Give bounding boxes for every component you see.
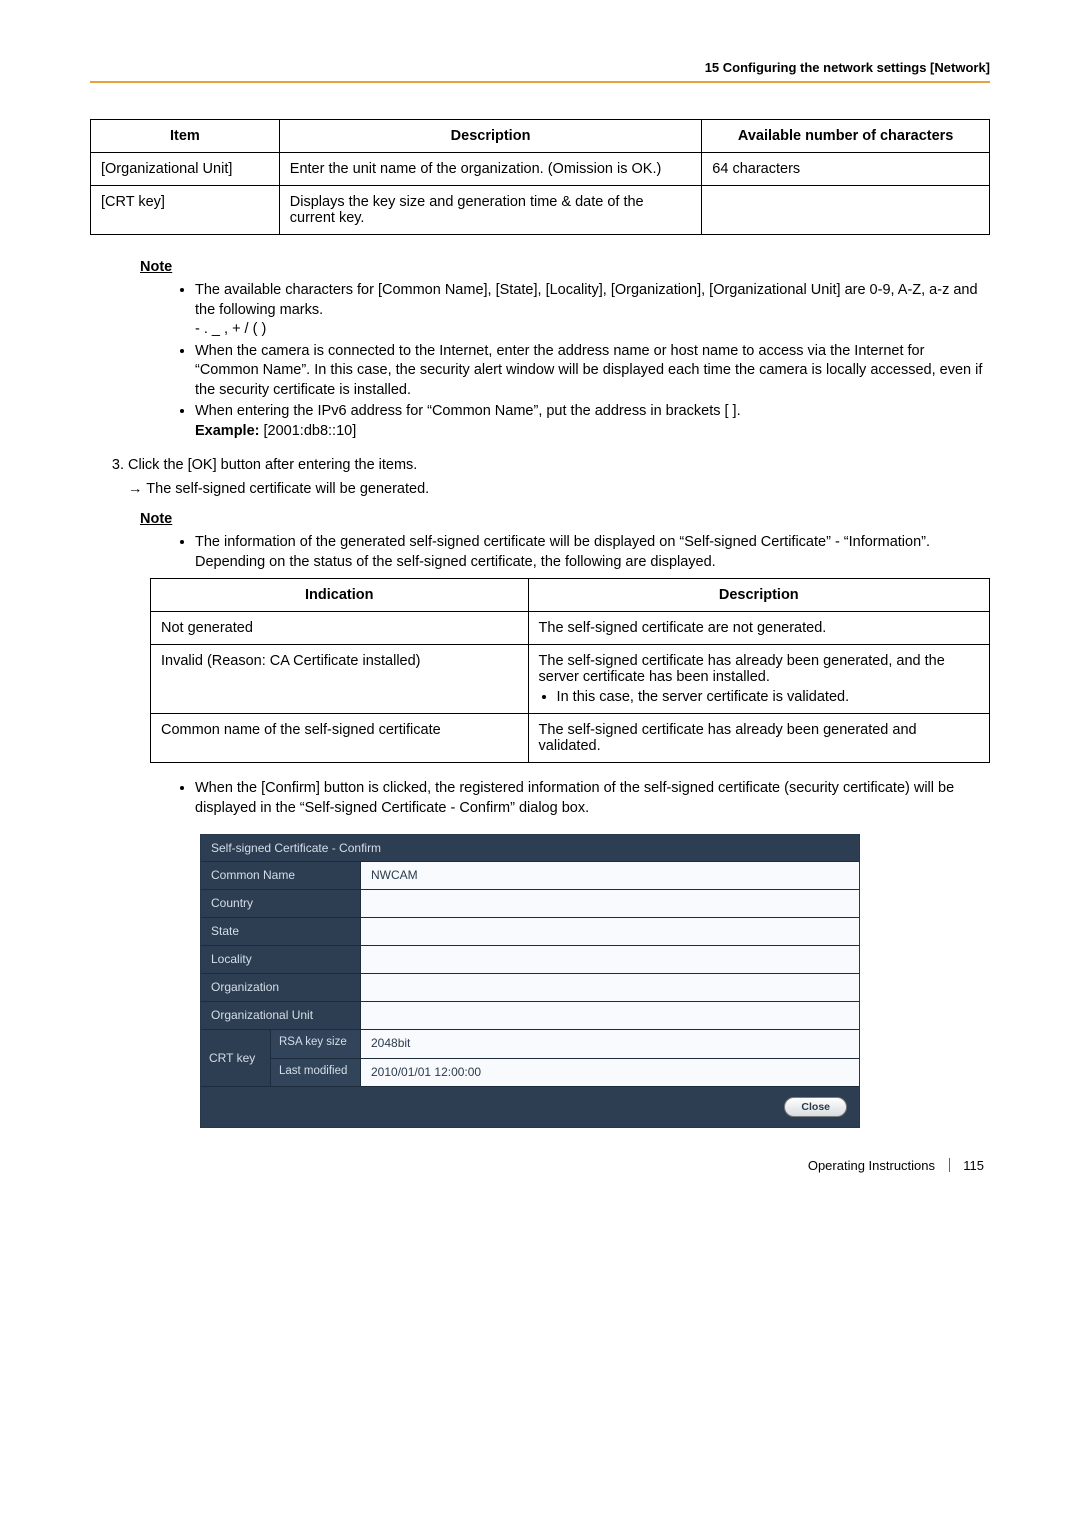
dialog-row: State xyxy=(201,917,859,945)
field-label: Country xyxy=(201,890,361,917)
table-row: Common name of the self-signed certifica… xyxy=(151,714,990,763)
cell-desc: Enter the unit name of the organization.… xyxy=(279,153,702,186)
list-item: When the [Confirm] button is clicked, th… xyxy=(195,779,990,818)
col-chars: Available number of characters xyxy=(702,120,990,153)
note-label: Note xyxy=(140,511,990,527)
field-value xyxy=(361,1002,859,1029)
close-button[interactable]: Close xyxy=(784,1097,847,1117)
confirm-dialog: Self-signed Certificate - Confirm Common… xyxy=(200,834,860,1128)
note-list: The information of the generated self-si… xyxy=(140,533,990,572)
field-label: Common Name xyxy=(201,862,361,889)
dialog-row: Locality xyxy=(201,945,859,973)
field-label: Organizational Unit xyxy=(201,1002,361,1029)
step-result: → The self-signed certificate will be ge… xyxy=(128,481,990,497)
cell-desc: Displays the key size and generation tim… xyxy=(279,186,702,235)
crt-row-group: CRT key RSA key size 2048bit Last modifi… xyxy=(201,1029,859,1086)
field-value xyxy=(361,974,859,1001)
list-item: The available characters for [Common Nam… xyxy=(195,281,990,340)
col-description: Description xyxy=(528,579,989,612)
cell-ind: Invalid (Reason: CA Certificate installe… xyxy=(151,645,529,714)
field-value xyxy=(361,946,859,973)
dialog-footer: Close xyxy=(201,1086,859,1127)
cell-ind: Common name of the self-signed certifica… xyxy=(151,714,529,763)
after-list: When the [Confirm] button is clicked, th… xyxy=(140,779,990,818)
cell-item: [CRT key] xyxy=(91,186,280,235)
parameters-table: Item Description Available number of cha… xyxy=(90,119,990,235)
status-table: Indication Description Not generated The… xyxy=(150,578,990,763)
field-value: NWCAM xyxy=(361,862,859,889)
sub-label: Last modified xyxy=(271,1059,361,1086)
field-value: 2048bit xyxy=(361,1030,859,1058)
note-list: The available characters for [Common Nam… xyxy=(140,281,990,442)
list-item: When entering the IPv6 address for “Comm… xyxy=(195,402,990,441)
table-row: [CRT key] Displays the key size and gene… xyxy=(91,186,990,235)
table-row: [Organizational Unit] Enter the unit nam… xyxy=(91,153,990,186)
table-row: Invalid (Reason: CA Certificate installe… xyxy=(151,645,990,714)
field-label: Locality xyxy=(201,946,361,973)
cell-item: [Organizational Unit] xyxy=(91,153,280,186)
header-rule xyxy=(90,81,990,83)
dialog-row: Country xyxy=(201,889,859,917)
page-container: 15 Configuring the network settings [Net… xyxy=(0,0,1080,1213)
field-value: 2010/01/01 12:00:00 xyxy=(361,1059,859,1086)
cell-desc: The self-signed certificate has already … xyxy=(528,714,989,763)
page-footer: Operating Instructions 115 xyxy=(90,1158,990,1173)
table-row: Not generated The self-signed certificat… xyxy=(151,612,990,645)
cell-chars xyxy=(702,186,990,235)
cell-chars: 64 characters xyxy=(702,153,990,186)
dialog-row: Organization xyxy=(201,973,859,1001)
dialog-title: Self-signed Certificate - Confirm xyxy=(201,835,859,861)
field-value xyxy=(361,890,859,917)
cell-desc: The self-signed certificate has already … xyxy=(528,645,989,714)
step-list: 3.Click the [OK] button after entering t… xyxy=(90,456,990,476)
section-header: 15 Configuring the network settings [Net… xyxy=(90,60,990,75)
col-item: Item xyxy=(91,120,280,153)
sub-label: RSA key size xyxy=(271,1030,361,1058)
field-label: State xyxy=(201,918,361,945)
field-label: Organization xyxy=(201,974,361,1001)
list-item: When the camera is connected to the Inte… xyxy=(195,342,990,401)
field-value xyxy=(361,918,859,945)
col-indication: Indication xyxy=(151,579,529,612)
footer-text: Operating Instructions xyxy=(808,1158,935,1173)
footer-separator xyxy=(949,1158,950,1172)
dialog-row: Organizational Unit xyxy=(201,1001,859,1029)
list-item: The information of the generated self-si… xyxy=(195,533,990,572)
note-label: Note xyxy=(140,259,990,275)
col-desc: Description xyxy=(279,120,702,153)
cell-ind: Not generated xyxy=(151,612,529,645)
cell-desc: The self-signed certificate are not gene… xyxy=(528,612,989,645)
field-label: CRT key xyxy=(201,1030,271,1086)
page-number: 115 xyxy=(963,1158,984,1173)
dialog-row: Common Name NWCAM xyxy=(201,861,859,889)
step-item: 3.Click the [OK] button after entering t… xyxy=(128,456,990,476)
